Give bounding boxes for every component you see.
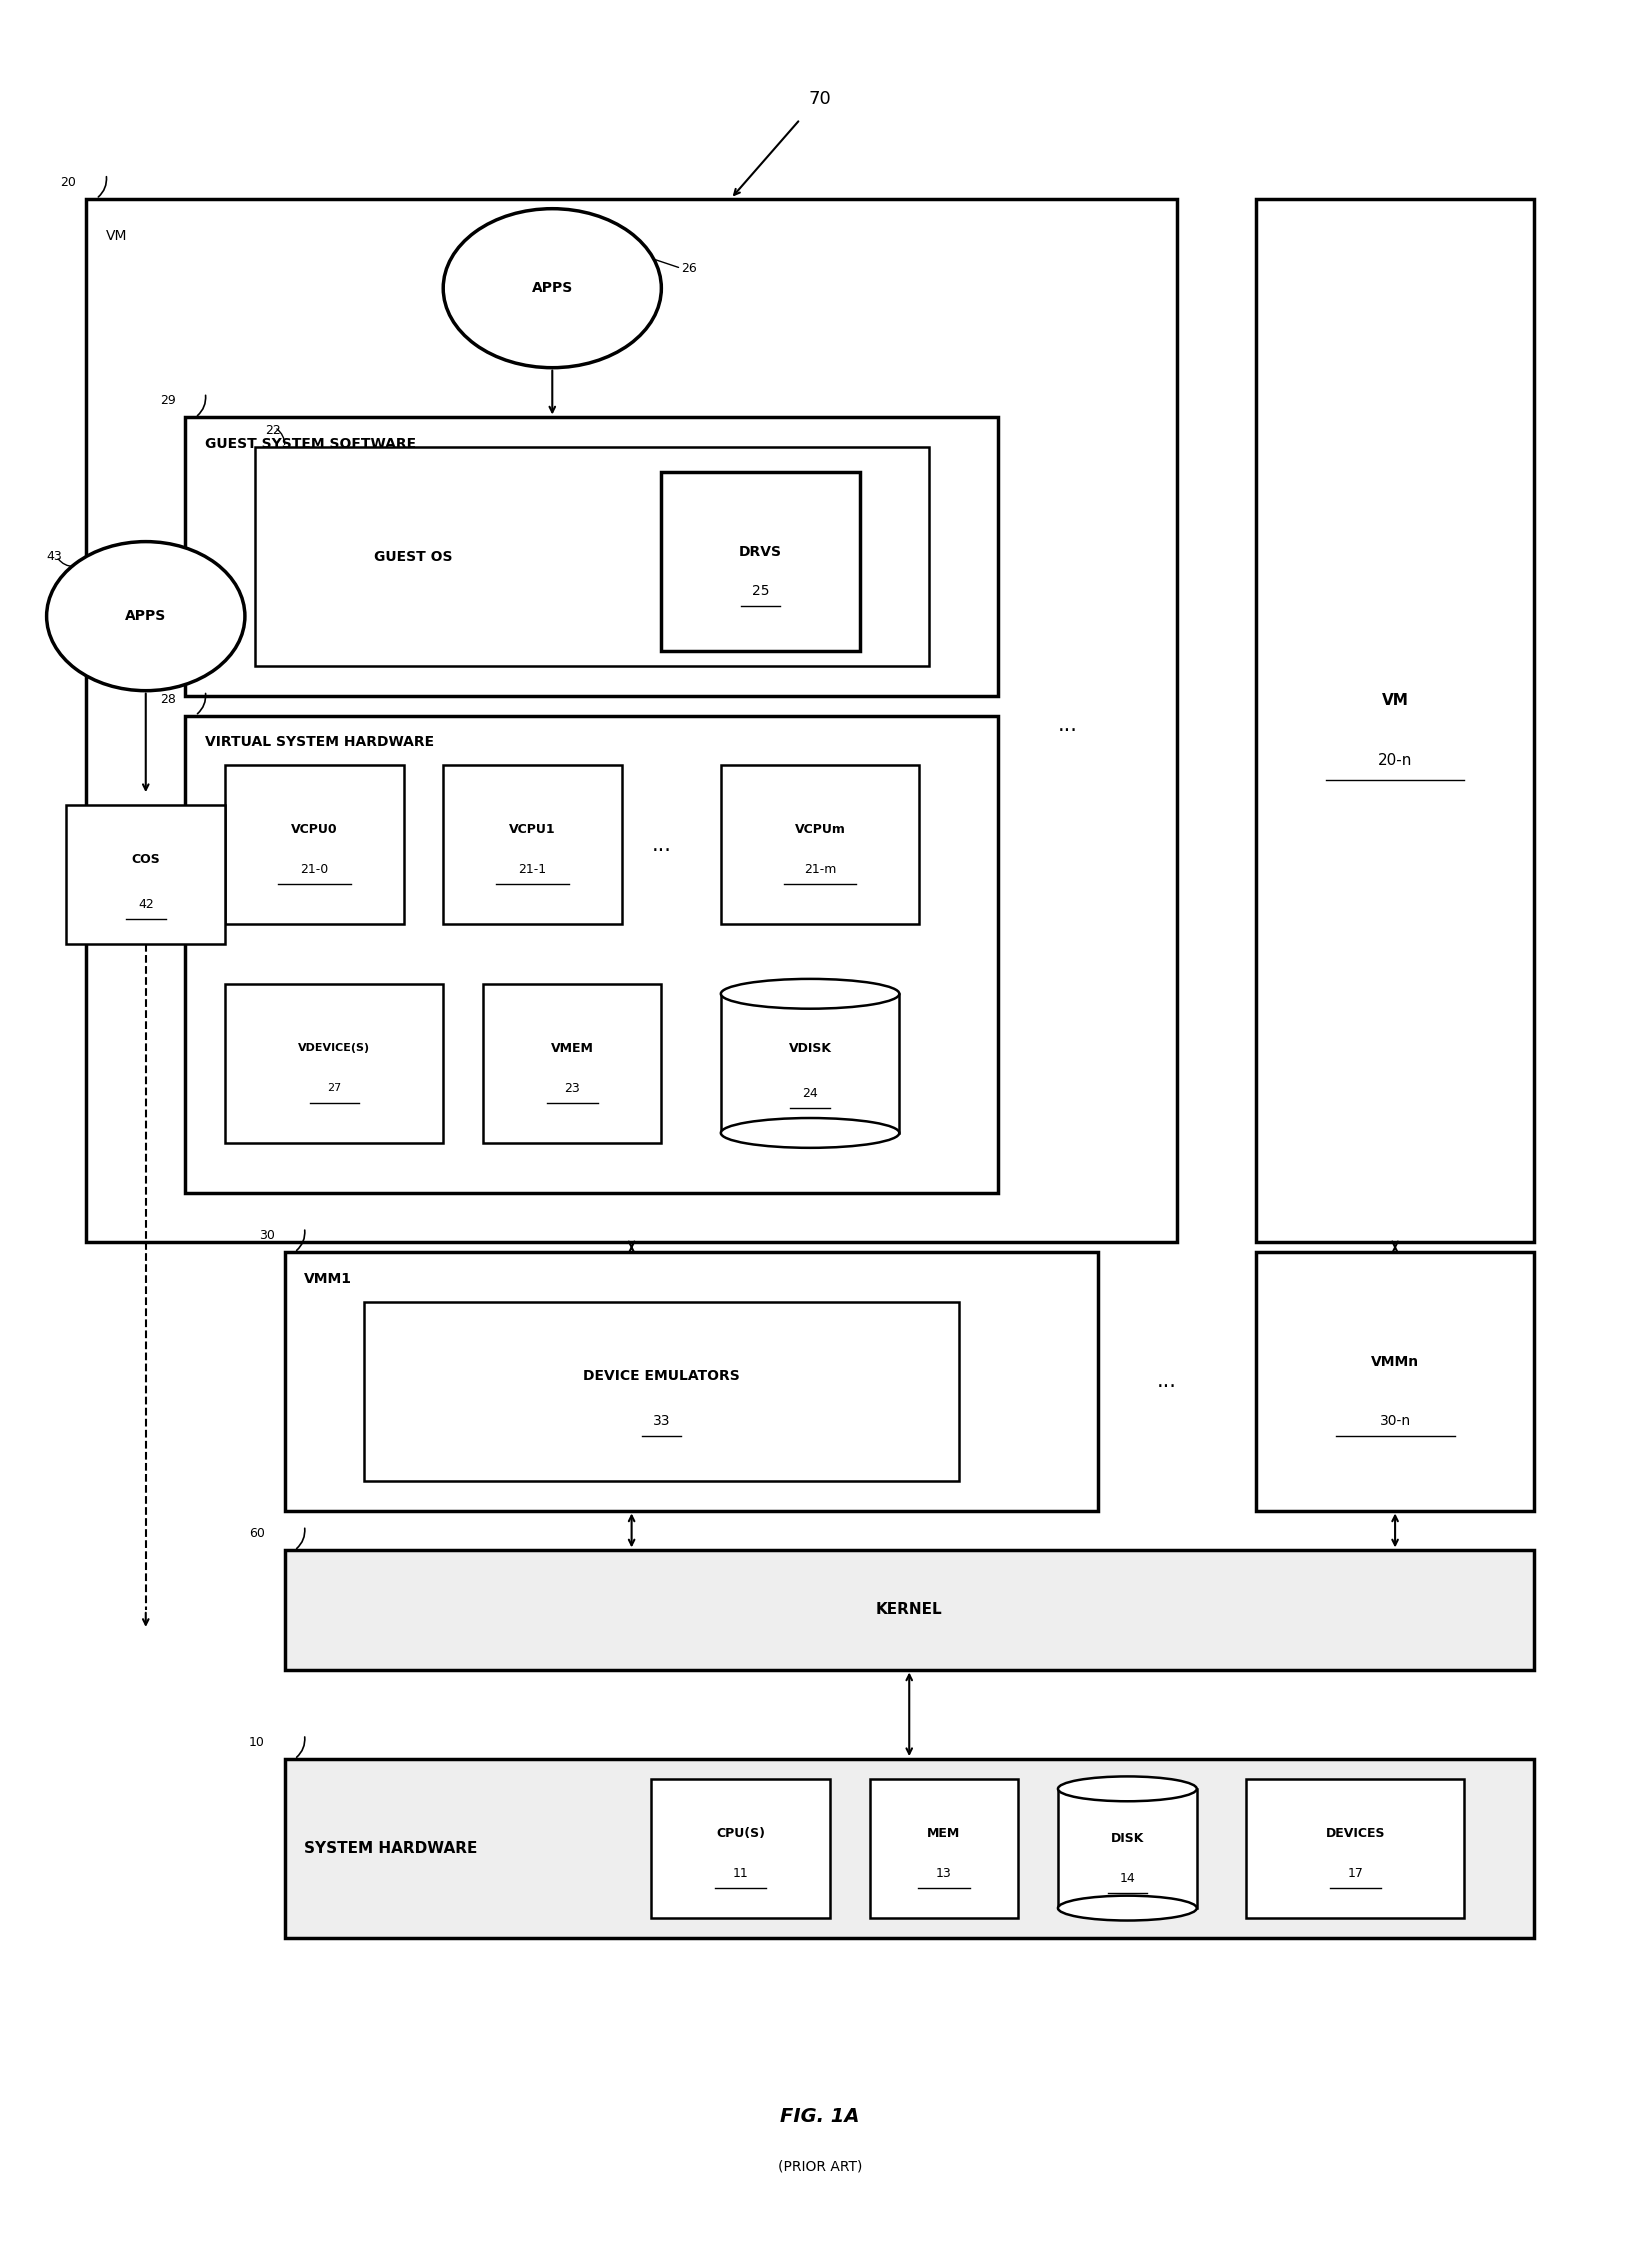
Text: 10: 10 — [249, 1736, 264, 1750]
Text: GUEST SYSTEM SOFTWARE: GUEST SYSTEM SOFTWARE — [205, 437, 416, 451]
FancyBboxPatch shape — [443, 765, 621, 924]
Text: 20-n: 20-n — [1377, 754, 1411, 767]
Text: ...: ... — [651, 834, 670, 855]
Ellipse shape — [1057, 1776, 1196, 1801]
Text: 13: 13 — [936, 1866, 951, 1880]
FancyBboxPatch shape — [67, 805, 225, 944]
Text: DISK: DISK — [1110, 1833, 1144, 1846]
Text: 20: 20 — [61, 175, 77, 188]
FancyBboxPatch shape — [721, 994, 898, 1133]
FancyBboxPatch shape — [285, 1550, 1532, 1669]
Text: 26: 26 — [680, 262, 697, 276]
Text: ...: ... — [1157, 1370, 1177, 1391]
Text: 22: 22 — [264, 424, 280, 437]
FancyBboxPatch shape — [869, 1779, 1018, 1918]
Text: FIG. 1A: FIG. 1A — [780, 2108, 859, 2126]
Text: (PRIOR ART): (PRIOR ART) — [777, 2160, 862, 2173]
Text: VDISK: VDISK — [788, 1043, 831, 1054]
Text: 29: 29 — [159, 395, 175, 408]
Text: 14: 14 — [1119, 1873, 1134, 1884]
Text: 43: 43 — [46, 550, 62, 563]
Text: VM: VM — [107, 229, 128, 242]
Text: VMEM: VMEM — [551, 1043, 593, 1054]
Text: 28: 28 — [159, 693, 175, 707]
Text: VIRTUAL SYSTEM HARDWARE: VIRTUAL SYSTEM HARDWARE — [205, 736, 434, 749]
FancyBboxPatch shape — [285, 1252, 1096, 1510]
Text: 30-n: 30-n — [1378, 1413, 1410, 1429]
FancyBboxPatch shape — [285, 1759, 1532, 1938]
FancyBboxPatch shape — [1255, 1252, 1532, 1510]
FancyBboxPatch shape — [651, 1779, 829, 1918]
Text: DEVICE EMULATORS: DEVICE EMULATORS — [582, 1370, 739, 1384]
Text: SYSTEM HARDWARE: SYSTEM HARDWARE — [305, 1842, 477, 1855]
Text: 21-0: 21-0 — [300, 864, 328, 877]
Text: VCPU0: VCPU0 — [290, 823, 338, 837]
Text: 60: 60 — [249, 1527, 264, 1541]
Text: ...: ... — [1057, 716, 1077, 736]
Text: 30: 30 — [259, 1229, 274, 1243]
FancyBboxPatch shape — [254, 446, 929, 666]
Ellipse shape — [1057, 1895, 1196, 1920]
Text: VMM1: VMM1 — [305, 1272, 352, 1285]
Text: DRVS: DRVS — [739, 545, 782, 559]
Text: VCPUm: VCPUm — [793, 823, 846, 837]
FancyBboxPatch shape — [482, 985, 661, 1144]
FancyBboxPatch shape — [225, 985, 443, 1144]
Text: KERNEL: KERNEL — [875, 1602, 942, 1617]
Text: 70: 70 — [808, 90, 831, 108]
Text: 11: 11 — [733, 1866, 747, 1880]
Text: 27: 27 — [326, 1083, 341, 1092]
FancyBboxPatch shape — [1255, 200, 1532, 1243]
Text: 24: 24 — [801, 1086, 818, 1099]
FancyBboxPatch shape — [364, 1301, 959, 1480]
FancyBboxPatch shape — [1057, 1790, 1196, 1909]
Text: 17: 17 — [1347, 1866, 1362, 1880]
Text: 23: 23 — [564, 1081, 580, 1095]
FancyBboxPatch shape — [87, 200, 1177, 1243]
Text: 21-1: 21-1 — [518, 864, 546, 877]
Ellipse shape — [46, 541, 244, 691]
Text: MEM: MEM — [926, 1828, 960, 1839]
Text: 21-m: 21-m — [803, 864, 836, 877]
FancyBboxPatch shape — [225, 765, 403, 924]
Text: GUEST OS: GUEST OS — [374, 550, 452, 563]
Text: VMMn: VMMn — [1370, 1355, 1418, 1368]
Text: 25: 25 — [751, 585, 769, 599]
Text: APPS: APPS — [125, 610, 166, 624]
Text: 33: 33 — [652, 1413, 670, 1429]
FancyBboxPatch shape — [661, 471, 859, 650]
Ellipse shape — [443, 209, 661, 368]
FancyBboxPatch shape — [721, 765, 918, 924]
Text: DEVICES: DEVICES — [1324, 1828, 1385, 1839]
FancyBboxPatch shape — [185, 716, 998, 1193]
Text: VCPU1: VCPU1 — [508, 823, 556, 837]
Text: COS: COS — [131, 852, 161, 866]
FancyBboxPatch shape — [1246, 1779, 1464, 1918]
Text: APPS: APPS — [531, 280, 572, 296]
Text: VDEVICE(S): VDEVICE(S) — [298, 1043, 370, 1054]
FancyBboxPatch shape — [185, 417, 998, 695]
Ellipse shape — [721, 978, 898, 1009]
Text: 42: 42 — [138, 897, 154, 911]
Ellipse shape — [721, 1117, 898, 1148]
Text: CPU(S): CPU(S) — [716, 1828, 765, 1839]
Text: VM: VM — [1380, 693, 1408, 709]
